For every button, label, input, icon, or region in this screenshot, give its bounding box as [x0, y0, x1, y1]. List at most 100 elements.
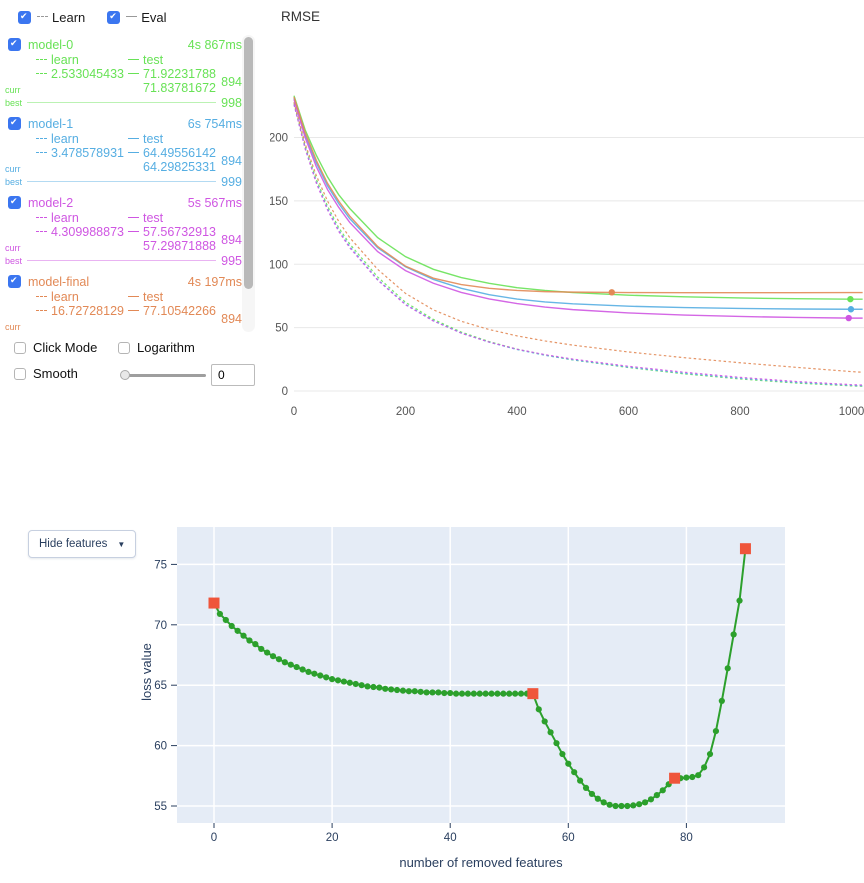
- x-tick-label: 20: [326, 832, 339, 844]
- loss-point: [512, 690, 519, 697]
- smooth-checkbox[interactable]: [14, 367, 26, 380]
- loss-point: [553, 740, 560, 747]
- loss-point: [695, 772, 702, 779]
- loss-point: [429, 689, 436, 696]
- loss-point: [458, 690, 466, 697]
- model-block: model-final 4s 197ms learn test 16.72728…: [0, 273, 258, 333]
- curr-iteration: 894: [221, 154, 242, 168]
- loss-point: [488, 690, 495, 697]
- dashed-line-icon: [36, 296, 47, 298]
- eval-checkbox[interactable]: [107, 11, 121, 24]
- curr-learn-value: 3.478578931: [51, 146, 124, 160]
- loss-point: [358, 682, 365, 689]
- click-mode-control[interactable]: Click Mode: [14, 340, 97, 355]
- loss-point: [441, 689, 448, 697]
- loss-point: [334, 677, 342, 684]
- scrollbar-thumb[interactable]: [244, 37, 253, 289]
- learn-toggle[interactable]: Learn: [18, 10, 85, 25]
- eval-toggle[interactable]: Eval: [107, 10, 167, 25]
- loss-point: [453, 690, 460, 697]
- hide-features-dropdown[interactable]: Hide features ▼: [28, 530, 137, 558]
- loss-point: [293, 663, 300, 671]
- solid-line-icon: [128, 73, 139, 75]
- best-iteration-marker: [608, 289, 615, 296]
- curr-test-value: 77.10542266: [143, 304, 216, 318]
- loss-point: [305, 668, 312, 676]
- best-label: best: [5, 176, 23, 187]
- y-tick-label: 65: [154, 680, 167, 692]
- eval-label: Eval: [141, 10, 167, 25]
- loss-point: [612, 802, 619, 810]
- click-mode-label: Click Mode: [33, 340, 98, 355]
- loss-point: [258, 645, 265, 653]
- smooth-slider[interactable]: [120, 370, 206, 380]
- loss-point: [382, 685, 389, 692]
- best-test-value: 57.29871888: [143, 239, 216, 253]
- smooth-slider-thumb[interactable]: [120, 370, 130, 380]
- curr-label: curr: [5, 243, 21, 253]
- loss-point: [222, 616, 229, 624]
- y-tick-label: 50: [275, 323, 288, 335]
- smooth-value-input[interactable]: [211, 364, 255, 386]
- best-separator-line: [27, 181, 217, 182]
- loss-point: [269, 653, 277, 660]
- loss-point: [577, 777, 584, 784]
- model-name: model-1: [28, 116, 74, 131]
- model-checkbox[interactable]: [8, 117, 21, 130]
- x-tick-label: 200: [396, 406, 415, 418]
- test-series-label: test: [143, 132, 164, 146]
- model-list-scrollbar[interactable]: [242, 35, 255, 332]
- loss-point: [500, 690, 507, 697]
- learn-series-label: learn: [51, 290, 79, 304]
- y-tick-label: 200: [270, 133, 288, 145]
- model-name: model-0: [28, 37, 74, 52]
- test-series-label: test: [143, 290, 164, 304]
- loss-point: [447, 689, 454, 697]
- best-iteration-marker: [845, 314, 852, 322]
- best-iteration: 998: [221, 95, 242, 110]
- loss-point: [399, 687, 407, 694]
- curr-learn-value: 2.533045433: [51, 67, 124, 81]
- curr-iteration: 894: [221, 233, 242, 247]
- y-tick-label: 70: [154, 620, 167, 632]
- x-tick-label: 0: [291, 406, 297, 418]
- loss-point: [252, 641, 259, 648]
- loss-point: [464, 690, 472, 697]
- loss-point: [571, 769, 578, 776]
- dashed-line-icon: [36, 231, 47, 233]
- model-block: model-1 6s 754ms learn test 3.478578931 …: [0, 115, 258, 189]
- model-checkbox[interactable]: [8, 275, 21, 288]
- x-tick-label: 40: [444, 832, 457, 844]
- click-mode-checkbox[interactable]: [14, 341, 26, 354]
- model-block: model-2 5s 567ms learn test 4.309988873 …: [0, 194, 258, 268]
- curr-iteration: 894: [221, 312, 242, 326]
- loss-point: [405, 688, 412, 695]
- loss-point: [641, 799, 649, 806]
- solid-line-icon: [128, 310, 139, 312]
- loss-point: [411, 688, 418, 695]
- loss-point: [423, 689, 430, 696]
- smooth-label: Smooth: [33, 366, 78, 381]
- logarithm-control[interactable]: Logarithm: [118, 340, 195, 355]
- learn-label: Learn: [52, 10, 86, 25]
- series-model-2-test: [293, 99, 863, 319]
- smooth-control[interactable]: Smooth: [14, 366, 78, 381]
- best-test-value: 71.83781672: [143, 81, 216, 95]
- loss-point: [246, 637, 253, 644]
- loss-point: [240, 632, 247, 639]
- loss-point: [606, 801, 613, 808]
- best-iteration-marker: [847, 306, 855, 313]
- learn-checkbox[interactable]: [18, 11, 31, 24]
- highlight-marker: [208, 597, 220, 609]
- loss-point: [588, 790, 596, 798]
- solid-line-icon: [128, 152, 139, 154]
- model-checkbox[interactable]: [8, 196, 21, 209]
- model-checkbox[interactable]: [8, 38, 21, 51]
- curr-iteration: 894: [221, 75, 242, 89]
- highlight-marker: [669, 772, 681, 784]
- learn-series-label: learn: [51, 53, 79, 67]
- curr-test-value: 64.49556142: [143, 146, 216, 160]
- logarithm-checkbox[interactable]: [118, 341, 130, 354]
- loss-point: [535, 706, 542, 713]
- series-model-2-learn: [293, 104, 863, 386]
